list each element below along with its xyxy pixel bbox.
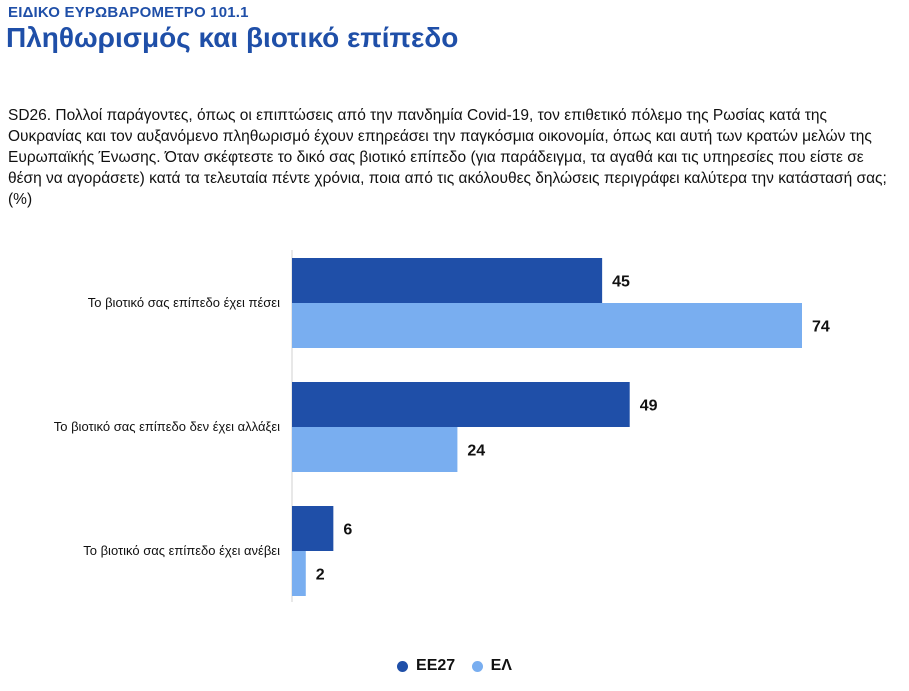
legend: ΕΕ27 ΕΛ (0, 657, 909, 677)
data-label-el: 2 (316, 567, 325, 584)
bar-el (292, 427, 458, 472)
category-label: Το βιοτικό σας επίπεδο δεν έχει αλλάξει (54, 419, 280, 434)
data-label-eu27: 6 (343, 522, 352, 539)
legend-swatch-eu27 (397, 660, 409, 672)
data-label-el: 24 (467, 443, 485, 460)
legend-swatch-el (471, 660, 483, 672)
bar-eu27 (292, 258, 603, 303)
page-title: Πληθωρισμός και βιοτικό επίπεδο (6, 22, 459, 53)
category-label: Το βιοτικό σας επίπεδο έχει ανέβει (83, 543, 280, 558)
bar-eu27 (292, 506, 334, 551)
bar-eu27 (292, 382, 630, 427)
legend-item-eu27: ΕΕ27 (397, 657, 455, 675)
bar-el (292, 303, 802, 348)
bar-el (292, 551, 306, 596)
bar-chart: Το βιοτικό σας επίπεδο έχει πέσει 45 74 Το … (54, 250, 830, 602)
data-label-eu27: 45 (612, 274, 630, 291)
question-text: SD26. Πολλοί παράγοντες, όπως οι επιπτώσ… (8, 107, 887, 208)
legend-label-eu27: ΕΕ27 (416, 657, 456, 674)
data-label-eu27: 49 (640, 398, 658, 415)
supertitle: ΕΙΔΙΚΟ ΕΥΡΩΒΑΡΟΜΕΤΡΟ 101.1 (8, 4, 249, 21)
data-label-el: 74 (812, 319, 830, 336)
legend-item-el: ΕΛ (471, 657, 512, 675)
legend-label-el: ΕΛ (490, 657, 512, 674)
category-label: Το βιοτικό σας επίπεδο έχει πέσει (88, 295, 280, 310)
